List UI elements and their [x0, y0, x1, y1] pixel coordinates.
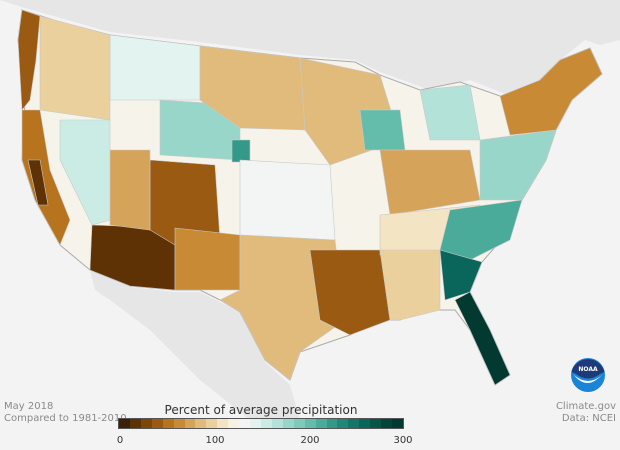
source-label: Data: NCEI: [561, 413, 616, 424]
legend-tick-300: 300: [393, 435, 413, 446]
legend-swatch-11: [239, 419, 251, 428]
region-great-basin: [59, 119, 111, 226]
legend-swatch-5: [173, 419, 185, 428]
legend-swatch-7: [195, 419, 207, 428]
legend-swatch-3: [151, 419, 163, 428]
legend-swatch-18: [315, 419, 327, 428]
region-idaho-oregon: [39, 15, 111, 121]
legend-swatch-25: [392, 419, 403, 428]
region-california-coast: [21, 109, 71, 246]
legend-swatch-2: [140, 419, 152, 428]
legend-swatch-16: [293, 419, 305, 428]
legend-swatch-6: [184, 419, 196, 428]
credits: Climate.gov Data: NCEI: [556, 401, 616, 425]
period-label: May 2018: [4, 401, 54, 412]
region-east-texas-louisiana: [309, 249, 391, 336]
noaa-logo: NOAA: [571, 358, 605, 392]
region-carolinas: [439, 199, 523, 261]
legend-swatch-12: [250, 419, 261, 428]
region-montana: [109, 34, 201, 101]
legend-swatch-22: [359, 419, 371, 428]
region-deep-south: [379, 249, 441, 321]
legend-swatch-8: [206, 419, 218, 428]
legend-swatch-15: [282, 419, 294, 428]
region-florida: [454, 291, 511, 386]
legend-swatch-24: [381, 419, 393, 428]
canada-landmass: [0, 0, 620, 100]
svg-text:NOAA: NOAA: [578, 366, 598, 373]
precipitation-regions: [17, 9, 603, 386]
legend-swatch-20: [337, 419, 349, 428]
region-california-central: [27, 159, 49, 206]
region-new-england: [499, 47, 603, 136]
legend-swatch-23: [370, 419, 382, 428]
legend-swatch-19: [326, 419, 338, 428]
legend-swatch-4: [162, 419, 174, 428]
baseline-label: Compared to 1981-2010: [4, 413, 127, 424]
credit-label: Climate.gov: [555, 401, 616, 412]
legend-swatch-21: [348, 419, 360, 428]
region-plains: [239, 159, 336, 241]
region-utah: [109, 149, 151, 231]
region-michigan: [419, 84, 481, 141]
legend-tick-0: 0: [116, 435, 124, 446]
map-caption: May 2018 Compared to 1981-2010: [4, 401, 127, 425]
legend-title: Percent of average precipitation: [164, 403, 358, 417]
region-mid-atlantic: [479, 129, 557, 201]
legend-swatch-0: [119, 419, 130, 428]
legend-color-bar: [118, 418, 404, 429]
legend-swatch-13: [260, 419, 272, 428]
legend-swatch-1: [129, 419, 141, 428]
legend-tick-200: 200: [300, 435, 320, 446]
legend-swatch-17: [304, 419, 316, 428]
mexico-landmass: [90, 270, 300, 420]
legend-tick-100: 100: [205, 435, 225, 446]
region-dakotas: [199, 45, 306, 131]
legend-swatch-14: [271, 419, 283, 428]
legend-swatch-10: [228, 419, 240, 428]
region-new-mexico: [174, 227, 241, 291]
legend-swatch-9: [217, 419, 229, 428]
region-wyoming-east: [231, 139, 251, 163]
region-iowa-wisconsin: [359, 109, 406, 151]
